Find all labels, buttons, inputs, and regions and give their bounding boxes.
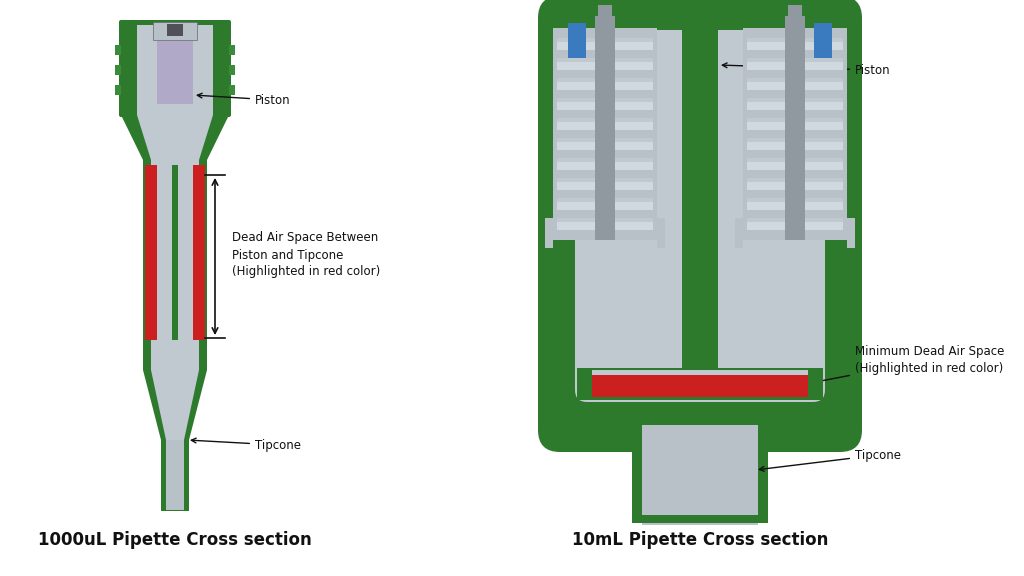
Bar [229, 45, 234, 55]
FancyBboxPatch shape [575, 30, 825, 402]
Text: Tipcone: Tipcone [191, 438, 301, 452]
Bar [746, 178, 843, 182]
Text: 10mL Pipette Cross section: 10mL Pipette Cross section [571, 531, 828, 549]
Polygon shape [121, 115, 229, 160]
Bar [157, 24, 193, 104]
Bar [788, 5, 802, 43]
Bar [557, 198, 653, 210]
Bar [557, 138, 653, 150]
Bar [557, 118, 653, 122]
Bar [557, 98, 653, 102]
Bar [632, 515, 768, 523]
Bar [788, 5, 802, 33]
Bar [167, 24, 183, 36]
Polygon shape [143, 370, 207, 440]
Bar [657, 218, 665, 248]
Bar [121, 22, 137, 115]
Polygon shape [151, 370, 199, 440]
Bar [166, 440, 184, 510]
Bar [151, 160, 199, 370]
Bar [743, 28, 847, 240]
Bar [557, 198, 653, 202]
Text: Tipcone: Tipcone [760, 449, 901, 471]
Bar [545, 218, 553, 248]
Bar [161, 440, 189, 505]
Bar [557, 158, 653, 162]
Bar [553, 28, 657, 240]
Bar [143, 160, 207, 370]
Bar [557, 178, 653, 190]
Bar [746, 78, 843, 90]
Bar [557, 58, 653, 70]
Bar [746, 58, 843, 62]
Bar [557, 78, 653, 82]
Bar [115, 45, 121, 55]
Bar [746, 118, 843, 130]
Bar [746, 98, 843, 102]
Bar [746, 218, 843, 222]
Bar [746, 118, 843, 122]
Bar [746, 218, 843, 230]
Text: Piston: Piston [722, 63, 891, 77]
Bar [137, 25, 213, 115]
Bar [746, 178, 843, 190]
Bar [557, 38, 653, 42]
Bar [746, 78, 843, 82]
Bar [145, 165, 157, 340]
Bar [229, 85, 234, 95]
Bar [746, 198, 843, 210]
Bar [592, 375, 808, 397]
Bar [592, 370, 808, 390]
Text: 1000uL Pipette Cross section: 1000uL Pipette Cross section [38, 531, 312, 549]
Bar [746, 38, 843, 42]
Bar [746, 138, 843, 142]
Bar [746, 138, 843, 150]
Bar [746, 158, 843, 170]
Bar [595, 16, 615, 240]
Bar [746, 58, 843, 70]
Text: Minimum Dead Air Space
(Highlighted in red color): Minimum Dead Air Space (Highlighted in r… [804, 345, 1005, 385]
FancyBboxPatch shape [538, 0, 862, 452]
Bar [557, 118, 653, 130]
Bar [557, 138, 653, 142]
Bar [746, 158, 843, 162]
Bar [193, 165, 205, 340]
Bar [568, 23, 586, 58]
Bar [153, 22, 197, 40]
Text: Piston: Piston [198, 93, 291, 107]
Bar [557, 78, 653, 90]
Bar [642, 425, 758, 525]
Text: Dead Air Space Between
Piston and Tipcone
(Highlighted in red color): Dead Air Space Between Piston and Tipcon… [232, 232, 380, 279]
Bar [172, 165, 178, 340]
Bar [746, 38, 843, 50]
Bar [632, 420, 768, 520]
Bar [746, 198, 843, 202]
Bar [161, 505, 189, 511]
Bar [115, 85, 121, 95]
Bar [557, 218, 653, 230]
Bar [229, 65, 234, 75]
Bar [847, 218, 855, 248]
Bar [557, 158, 653, 170]
Bar [598, 5, 612, 33]
FancyBboxPatch shape [119, 20, 231, 117]
Bar [577, 368, 823, 400]
Polygon shape [137, 115, 213, 160]
Bar [785, 16, 805, 240]
Bar [115, 65, 121, 75]
Bar [746, 98, 843, 110]
Bar [557, 58, 653, 62]
Bar [682, 18, 718, 370]
Bar [735, 218, 743, 248]
Bar [598, 5, 612, 43]
Bar [557, 38, 653, 50]
Bar [213, 22, 229, 115]
Bar [557, 178, 653, 182]
Bar [557, 98, 653, 110]
Bar [814, 23, 831, 58]
Bar [557, 218, 653, 222]
